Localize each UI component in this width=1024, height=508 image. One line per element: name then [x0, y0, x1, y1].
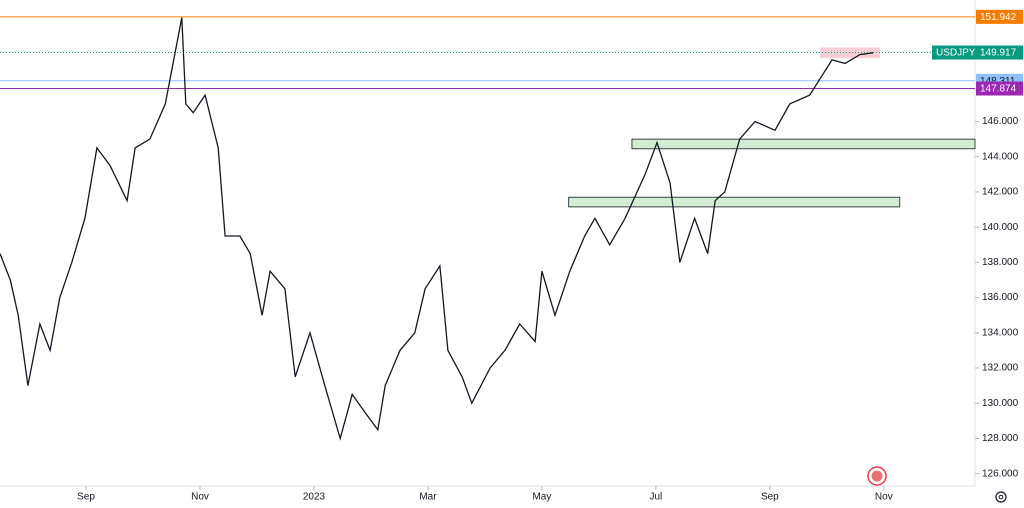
level-tag	[976, 81, 1023, 96]
zone	[631, 138, 976, 150]
x-tick-label: Nov	[875, 492, 893, 503]
level-label: 148.311	[980, 76, 1016, 87]
symbol-tag	[932, 45, 976, 60]
y-tick-label: 136.000	[982, 292, 1019, 303]
x-tick-label: 2023	[303, 492, 326, 503]
level-tag	[976, 9, 1023, 24]
settings-icon[interactable]	[995, 491, 1007, 503]
level-label: 147.874	[980, 84, 1017, 95]
price-label: 149.917	[980, 48, 1017, 59]
y-tick-label: 130.000	[982, 398, 1019, 409]
level-label: 151.942	[980, 12, 1017, 23]
x-tick-label: Nov	[191, 492, 209, 503]
x-tick-label: Mar	[419, 492, 437, 503]
zone	[568, 196, 901, 208]
x-tick-label: Sep	[77, 492, 95, 503]
symbol-label: USDJPY	[936, 48, 976, 59]
y-tick-label: 146.000	[982, 116, 1019, 127]
y-tick-label: 144.000	[982, 151, 1019, 162]
y-tick-label: 126.000	[982, 468, 1019, 479]
y-tick-label: 140.000	[982, 222, 1019, 233]
x-tick-label: Sep	[761, 492, 779, 503]
y-tick-label: 138.000	[982, 257, 1019, 268]
y-tick-label: 132.000	[982, 363, 1019, 374]
y-tick-label: 142.000	[982, 187, 1019, 198]
x-tick-label: May	[532, 492, 551, 503]
flag-icon[interactable]	[867, 466, 887, 486]
x-tick-label: Jul	[649, 492, 662, 503]
y-tick-label: 134.000	[982, 327, 1019, 338]
price-line-series	[0, 17, 874, 441]
y-tick-label: 128.000	[982, 433, 1019, 444]
price-tag	[976, 45, 1023, 60]
